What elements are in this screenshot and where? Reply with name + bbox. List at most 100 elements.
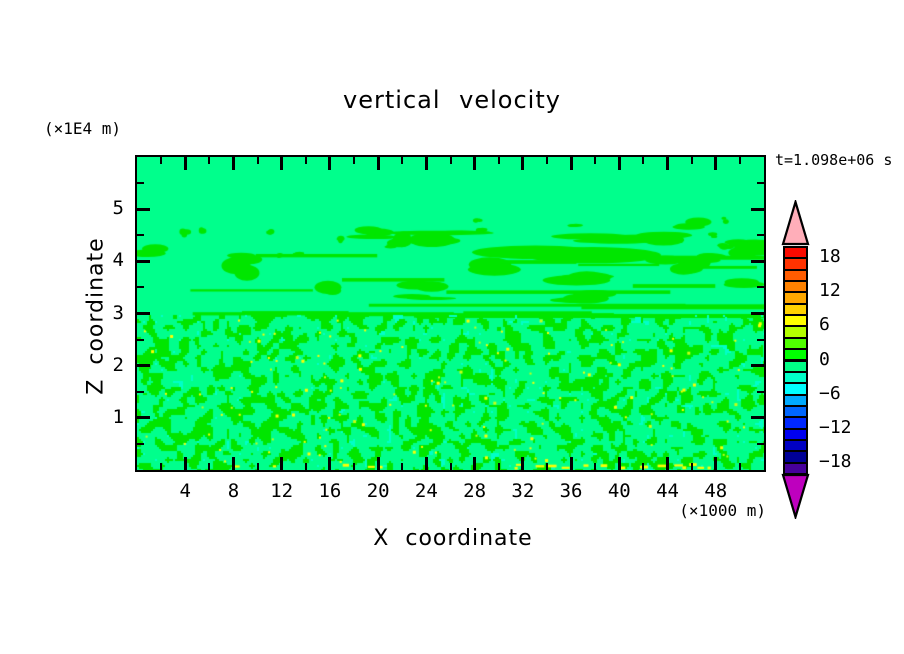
x-tick-label: 48 <box>704 480 728 502</box>
plot-frame <box>135 155 766 472</box>
x-tick-minor <box>690 463 693 470</box>
x-tick-label: 44 <box>656 480 679 502</box>
x-tick-major <box>231 157 235 170</box>
y-tick-minor <box>757 286 764 289</box>
x-tick-major <box>569 157 573 170</box>
x-tick-minor <box>449 157 452 164</box>
x-tick-major <box>424 157 428 170</box>
x-tick-major <box>183 457 187 470</box>
y-tick-minor <box>137 286 144 289</box>
x-tick-major <box>473 157 477 170</box>
x-tick-major <box>376 157 380 170</box>
x-tick-major <box>280 457 284 470</box>
x-tick-major <box>424 457 428 470</box>
x-tick-label: 12 <box>270 480 294 502</box>
x-tick-label: 24 <box>414 480 438 502</box>
y-tick-major <box>137 207 150 211</box>
x-axis-label: X coordinate <box>373 526 533 551</box>
colorbar-label: −6 <box>819 382 841 404</box>
y-tick-label: 4 <box>112 249 124 272</box>
y-tick-major <box>751 364 764 368</box>
y-tick-label: 1 <box>112 405 124 428</box>
x-tick-major <box>376 457 380 470</box>
x-tick-minor <box>690 157 693 164</box>
x-tick-label: 28 <box>463 480 487 502</box>
colorbar-label: 18 <box>819 246 841 268</box>
colorbar-label: −12 <box>819 416 852 438</box>
x-tick-label: 40 <box>607 480 631 502</box>
x-tick-minor <box>642 463 645 470</box>
y-tick-major <box>751 416 764 420</box>
x-tick-major <box>569 457 573 470</box>
y-tick-major <box>137 312 150 315</box>
x-tick-label: 20 <box>366 480 390 502</box>
colorbar-over-arrow <box>781 200 810 246</box>
x-tick-major <box>617 457 621 470</box>
colorbar-label: 6 <box>819 314 830 336</box>
y-tick-minor <box>137 390 144 393</box>
colorbar-label: 12 <box>819 280 841 302</box>
x-tick-major <box>617 157 621 170</box>
x-tick-minor <box>642 157 645 164</box>
x-tick-major <box>521 157 525 170</box>
contour-field-canvas <box>137 157 764 470</box>
y-tick-major <box>137 364 150 368</box>
x-tick-major <box>714 157 718 170</box>
x-tick-minor <box>401 463 404 470</box>
x-tick-major <box>666 457 670 470</box>
x-tick-minor <box>497 463 500 470</box>
x-tick-major <box>328 457 332 470</box>
y-tick-major <box>751 312 764 315</box>
x-tick-major <box>473 457 477 470</box>
x-tick-label: 8 <box>227 480 240 502</box>
colorbar-under-arrow <box>781 473 810 519</box>
colorbar-label: −18 <box>819 450 852 472</box>
y-tick-label: 2 <box>112 353 124 376</box>
x-tick-minor <box>208 157 211 164</box>
y-tick-minor <box>757 390 764 393</box>
x-tick-minor <box>208 463 211 470</box>
x-tick-minor <box>594 157 597 164</box>
y-axis-unit: (×1E4 m) <box>44 119 122 138</box>
y-tick-minor <box>757 338 764 341</box>
y-tick-minor <box>137 182 144 185</box>
x-tick-label: 32 <box>511 480 535 502</box>
x-tick-label: 4 <box>179 480 191 502</box>
y-tick-minor <box>137 234 144 237</box>
x-tick-major <box>280 157 284 170</box>
x-tick-minor <box>449 463 452 470</box>
x-tick-major <box>231 457 235 470</box>
x-tick-major <box>183 157 187 170</box>
x-tick-minor <box>545 463 548 470</box>
colorbar-label: 0 <box>819 348 830 370</box>
x-tick-minor <box>256 157 259 164</box>
y-tick-minor <box>757 182 764 185</box>
x-tick-label: 36 <box>559 480 583 502</box>
y-tick-major <box>137 259 150 263</box>
x-tick-minor <box>160 463 163 470</box>
x-tick-minor <box>353 463 356 470</box>
x-tick-major <box>666 157 670 170</box>
y-tick-minor <box>757 234 764 237</box>
chart-title: vertical velocity <box>343 86 561 114</box>
x-tick-label: 16 <box>318 480 342 502</box>
x-tick-minor <box>304 463 307 470</box>
x-tick-minor <box>738 157 741 164</box>
x-tick-minor <box>401 157 404 164</box>
y-tick-label: 5 <box>112 197 124 220</box>
x-tick-minor <box>353 157 356 164</box>
x-tick-minor <box>304 157 307 164</box>
y-tick-minor <box>137 338 144 341</box>
x-tick-major <box>714 457 718 470</box>
y-tick-major <box>137 416 150 420</box>
x-tick-minor <box>738 463 741 470</box>
time-annotation: t=1.098e+06 s <box>775 151 893 169</box>
y-tick-minor <box>757 442 764 445</box>
y-tick-major <box>751 259 764 263</box>
y-tick-major <box>751 207 764 211</box>
x-tick-minor <box>545 157 548 164</box>
x-tick-minor <box>160 157 163 164</box>
x-axis-unit: (×1000 m) <box>679 501 766 520</box>
x-tick-major <box>328 157 332 170</box>
